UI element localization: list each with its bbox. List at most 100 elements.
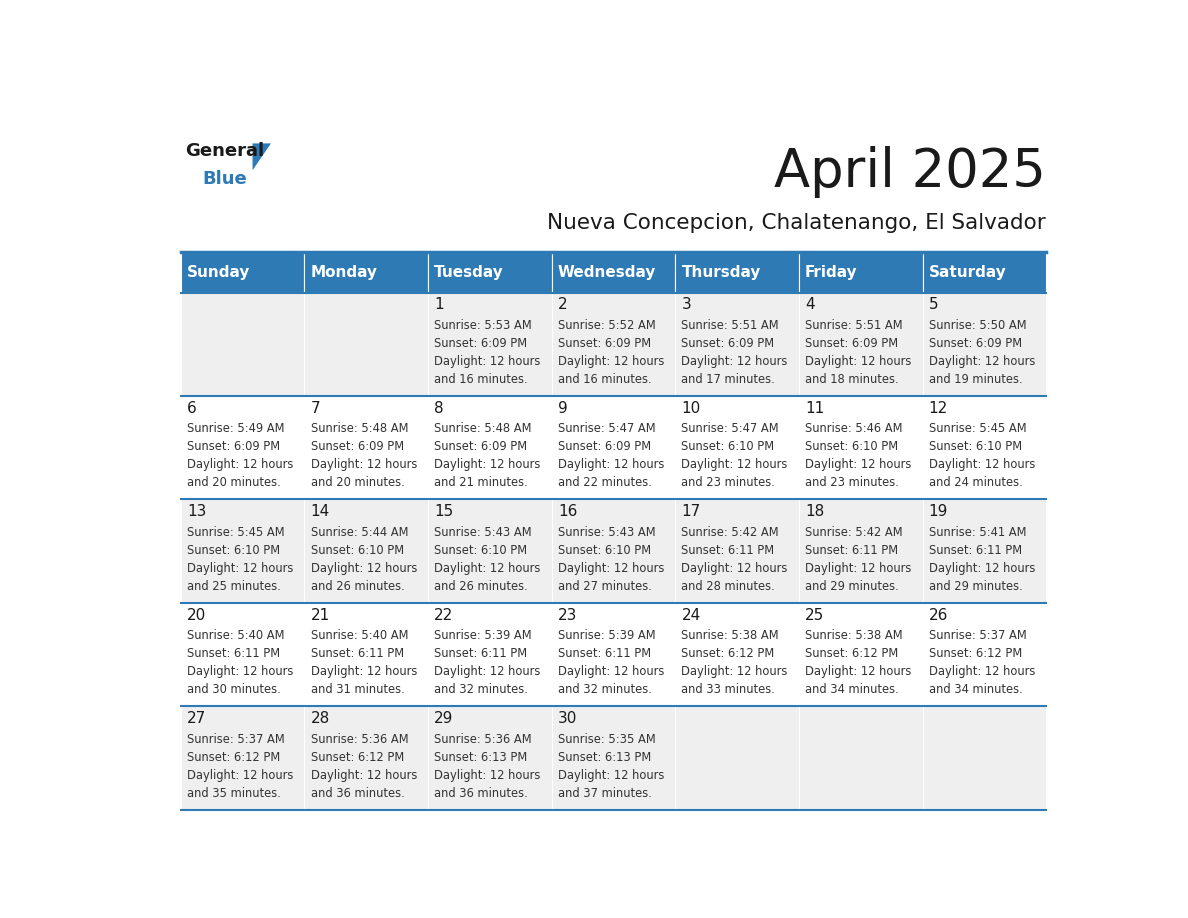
Text: Sunset: 6:11 PM: Sunset: 6:11 PM bbox=[310, 647, 404, 660]
Text: 28: 28 bbox=[310, 711, 330, 726]
Text: Sunrise: 5:39 AM: Sunrise: 5:39 AM bbox=[558, 629, 656, 642]
Text: Sunset: 6:12 PM: Sunset: 6:12 PM bbox=[805, 647, 898, 660]
Text: Sunset: 6:10 PM: Sunset: 6:10 PM bbox=[929, 441, 1022, 453]
Text: and 25 minutes.: and 25 minutes. bbox=[187, 580, 280, 593]
Text: Daylight: 12 hours: Daylight: 12 hours bbox=[929, 562, 1035, 575]
Text: and 28 minutes.: and 28 minutes. bbox=[682, 580, 776, 593]
Text: Daylight: 12 hours: Daylight: 12 hours bbox=[805, 562, 911, 575]
Text: Sunset: 6:11 PM: Sunset: 6:11 PM bbox=[558, 647, 651, 660]
Text: Sunrise: 5:42 AM: Sunrise: 5:42 AM bbox=[682, 526, 779, 539]
Text: Sunset: 6:13 PM: Sunset: 6:13 PM bbox=[558, 751, 651, 764]
Text: Sunset: 6:11 PM: Sunset: 6:11 PM bbox=[434, 647, 527, 660]
Text: Sunday: Sunday bbox=[187, 264, 251, 279]
Bar bbox=[798, 252, 923, 293]
Text: 10: 10 bbox=[682, 401, 701, 416]
Text: and 31 minutes.: and 31 minutes. bbox=[310, 684, 404, 697]
Bar bbox=[798, 707, 923, 810]
Text: Sunrise: 5:48 AM: Sunrise: 5:48 AM bbox=[434, 422, 532, 435]
Bar bbox=[551, 396, 675, 499]
Text: Wednesday: Wednesday bbox=[558, 264, 656, 279]
Text: Daylight: 12 hours: Daylight: 12 hours bbox=[310, 769, 417, 782]
Text: 29: 29 bbox=[434, 711, 454, 726]
Text: 18: 18 bbox=[805, 505, 824, 520]
Bar bbox=[923, 252, 1047, 293]
Text: and 26 minutes.: and 26 minutes. bbox=[434, 580, 527, 593]
Bar bbox=[428, 603, 551, 707]
Text: Sunrise: 5:53 AM: Sunrise: 5:53 AM bbox=[434, 319, 532, 331]
Text: and 34 minutes.: and 34 minutes. bbox=[805, 684, 899, 697]
Text: 9: 9 bbox=[558, 401, 568, 416]
Text: 11: 11 bbox=[805, 401, 824, 416]
Text: and 23 minutes.: and 23 minutes. bbox=[682, 476, 776, 489]
Bar bbox=[428, 252, 551, 293]
Bar bbox=[675, 396, 798, 499]
Text: 7: 7 bbox=[310, 401, 321, 416]
Text: Sunset: 6:10 PM: Sunset: 6:10 PM bbox=[682, 441, 775, 453]
Text: 6: 6 bbox=[187, 401, 197, 416]
Bar bbox=[923, 707, 1047, 810]
Bar bbox=[923, 396, 1047, 499]
Bar bbox=[551, 603, 675, 707]
Text: and 36 minutes.: and 36 minutes. bbox=[434, 787, 527, 800]
Text: Sunset: 6:10 PM: Sunset: 6:10 PM bbox=[805, 441, 898, 453]
Text: Daylight: 12 hours: Daylight: 12 hours bbox=[929, 666, 1035, 678]
Text: 19: 19 bbox=[929, 505, 948, 520]
Text: and 27 minutes.: and 27 minutes. bbox=[558, 580, 652, 593]
Text: Sunrise: 5:37 AM: Sunrise: 5:37 AM bbox=[929, 629, 1026, 642]
Bar bbox=[551, 707, 675, 810]
Text: Sunset: 6:12 PM: Sunset: 6:12 PM bbox=[310, 751, 404, 764]
Text: and 26 minutes.: and 26 minutes. bbox=[310, 580, 404, 593]
Text: Sunrise: 5:50 AM: Sunrise: 5:50 AM bbox=[929, 319, 1026, 331]
Text: and 29 minutes.: and 29 minutes. bbox=[929, 580, 1023, 593]
Text: Monday: Monday bbox=[310, 264, 378, 279]
Text: Daylight: 12 hours: Daylight: 12 hours bbox=[558, 562, 664, 575]
Text: Daylight: 12 hours: Daylight: 12 hours bbox=[805, 458, 911, 471]
Text: 3: 3 bbox=[682, 297, 691, 312]
Text: and 32 minutes.: and 32 minutes. bbox=[558, 684, 652, 697]
Text: 26: 26 bbox=[929, 608, 948, 623]
Text: 1: 1 bbox=[434, 297, 444, 312]
Text: Daylight: 12 hours: Daylight: 12 hours bbox=[929, 355, 1035, 368]
Text: and 21 minutes.: and 21 minutes. bbox=[434, 476, 527, 489]
Text: 21: 21 bbox=[310, 608, 330, 623]
Bar bbox=[923, 499, 1047, 603]
Text: and 24 minutes.: and 24 minutes. bbox=[929, 476, 1023, 489]
Text: Daylight: 12 hours: Daylight: 12 hours bbox=[187, 666, 293, 678]
Text: Tuesday: Tuesday bbox=[434, 264, 504, 279]
Text: Sunset: 6:09 PM: Sunset: 6:09 PM bbox=[187, 441, 280, 453]
Bar bbox=[181, 396, 304, 499]
Text: and 35 minutes.: and 35 minutes. bbox=[187, 787, 280, 800]
Text: Sunrise: 5:51 AM: Sunrise: 5:51 AM bbox=[805, 319, 903, 331]
Text: and 23 minutes.: and 23 minutes. bbox=[805, 476, 899, 489]
Text: Sunset: 6:10 PM: Sunset: 6:10 PM bbox=[558, 543, 651, 556]
Text: 13: 13 bbox=[187, 505, 207, 520]
Text: Sunset: 6:12 PM: Sunset: 6:12 PM bbox=[929, 647, 1022, 660]
Text: Sunrise: 5:37 AM: Sunrise: 5:37 AM bbox=[187, 733, 285, 745]
Text: Sunset: 6:11 PM: Sunset: 6:11 PM bbox=[805, 543, 898, 556]
Text: Daylight: 12 hours: Daylight: 12 hours bbox=[558, 458, 664, 471]
Bar bbox=[181, 252, 304, 293]
Bar bbox=[181, 499, 304, 603]
Text: 8: 8 bbox=[434, 401, 444, 416]
Text: and 20 minutes.: and 20 minutes. bbox=[310, 476, 404, 489]
Text: and 34 minutes.: and 34 minutes. bbox=[929, 684, 1023, 697]
Bar bbox=[675, 707, 798, 810]
Text: Sunset: 6:11 PM: Sunset: 6:11 PM bbox=[187, 647, 280, 660]
Text: 30: 30 bbox=[558, 711, 577, 726]
Text: Sunset: 6:11 PM: Sunset: 6:11 PM bbox=[929, 543, 1022, 556]
Text: Daylight: 12 hours: Daylight: 12 hours bbox=[187, 562, 293, 575]
Bar bbox=[551, 499, 675, 603]
Text: 4: 4 bbox=[805, 297, 815, 312]
Text: and 32 minutes.: and 32 minutes. bbox=[434, 684, 527, 697]
Text: Daylight: 12 hours: Daylight: 12 hours bbox=[434, 769, 541, 782]
Text: 22: 22 bbox=[434, 608, 454, 623]
Text: 27: 27 bbox=[187, 711, 207, 726]
Bar bbox=[304, 293, 428, 396]
Text: Daylight: 12 hours: Daylight: 12 hours bbox=[558, 355, 664, 368]
Text: and 16 minutes.: and 16 minutes. bbox=[434, 373, 527, 386]
Bar bbox=[428, 293, 551, 396]
Text: Sunset: 6:10 PM: Sunset: 6:10 PM bbox=[187, 543, 280, 556]
Text: Nueva Concepcion, Chalatenango, El Salvador: Nueva Concepcion, Chalatenango, El Salva… bbox=[548, 213, 1047, 232]
Bar bbox=[304, 499, 428, 603]
Text: Sunrise: 5:38 AM: Sunrise: 5:38 AM bbox=[682, 629, 779, 642]
